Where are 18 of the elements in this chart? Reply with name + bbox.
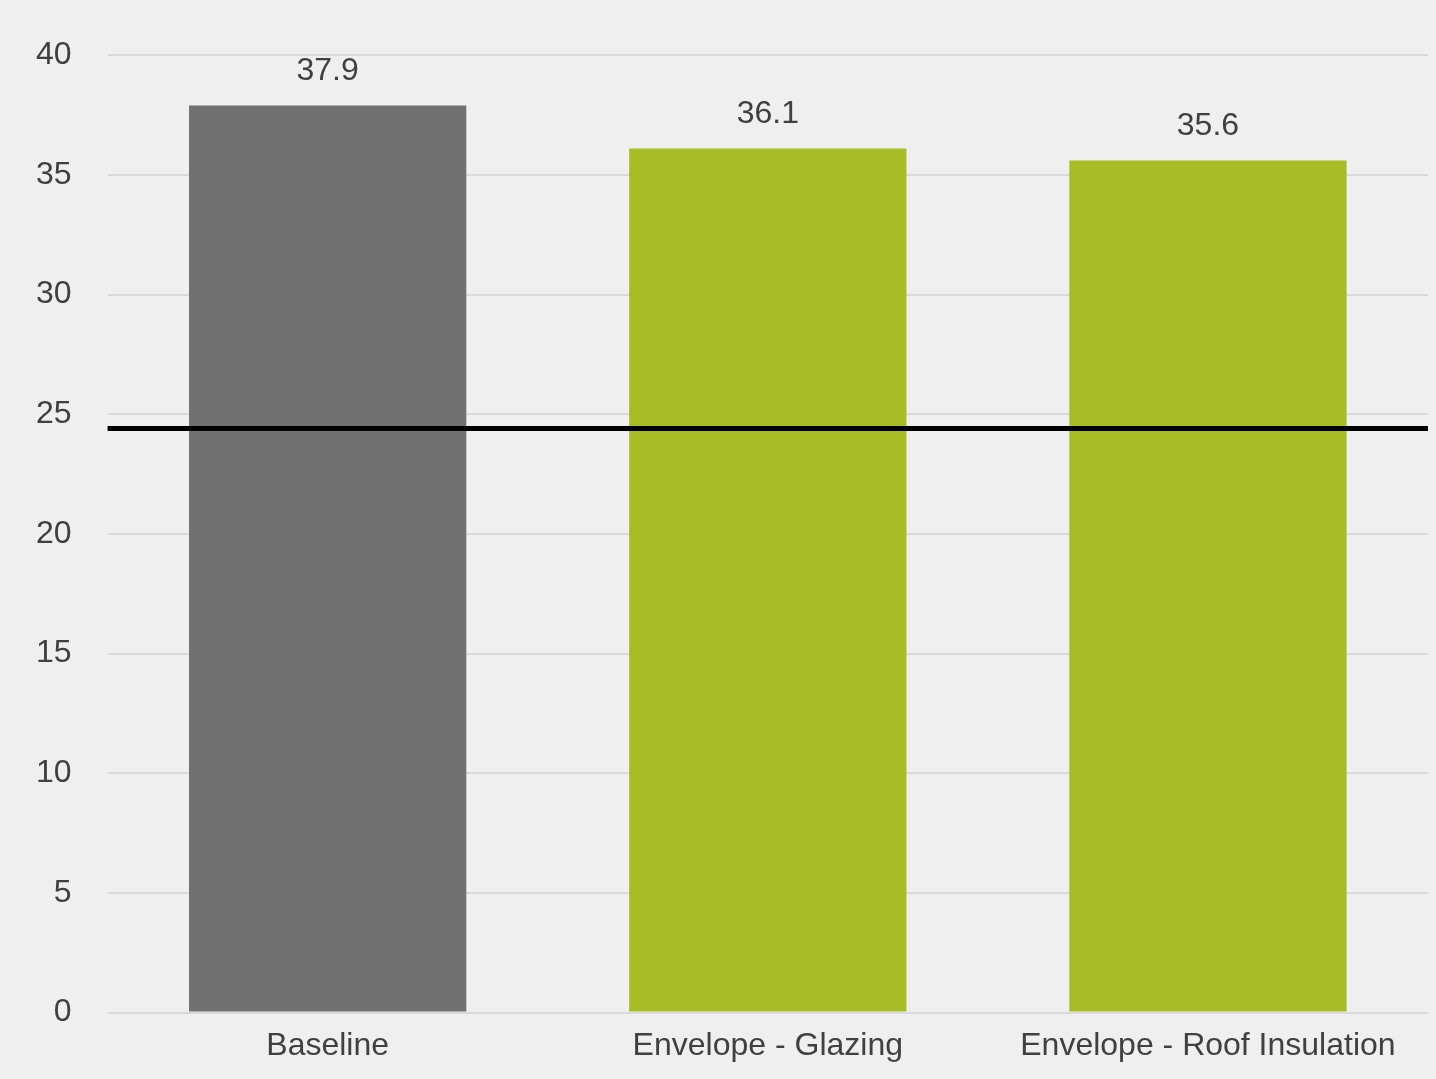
bar xyxy=(1069,160,1347,1012)
y-tick-label: 40 xyxy=(36,35,72,72)
x-tick-label: Envelope - Glazing xyxy=(632,1025,903,1062)
y-tick-label: 35 xyxy=(36,154,72,191)
y-tick-label: 5 xyxy=(53,872,72,909)
y-tick-label: 0 xyxy=(53,992,72,1029)
bar xyxy=(189,105,467,1012)
y-tick-label: 10 xyxy=(36,753,72,790)
data-label: 35.6 xyxy=(1176,106,1240,143)
data-label: 36.1 xyxy=(736,94,799,131)
bar xyxy=(629,148,907,1012)
y-tick-label: 30 xyxy=(36,274,72,311)
y-tick-label: 25 xyxy=(36,394,72,431)
x-tick-label: Baseline xyxy=(266,1025,390,1062)
x-tick-label: Envelope - Roof Insulation xyxy=(1020,1025,1396,1062)
y-tick-label: 20 xyxy=(36,513,72,550)
y-tick-label: 15 xyxy=(36,633,72,670)
data-label: 37.9 xyxy=(296,51,359,88)
